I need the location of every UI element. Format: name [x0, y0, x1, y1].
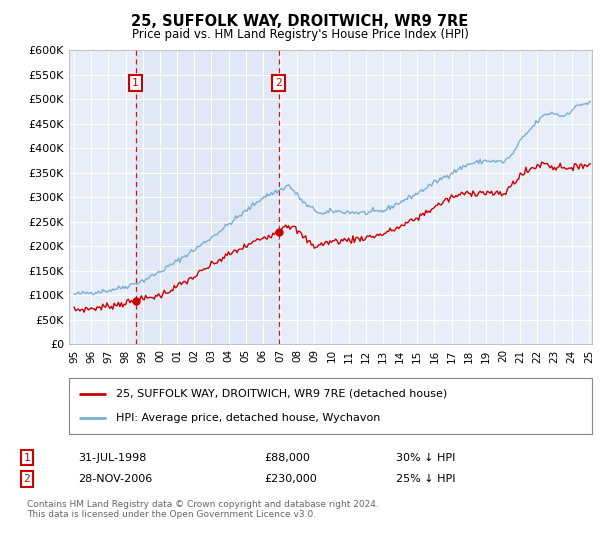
Text: 25% ↓ HPI: 25% ↓ HPI — [396, 474, 455, 484]
Text: £88,000: £88,000 — [264, 452, 310, 463]
Text: 2: 2 — [23, 474, 31, 484]
Text: 31-JUL-1998: 31-JUL-1998 — [78, 452, 146, 463]
Text: 25, SUFFOLK WAY, DROITWICH, WR9 7RE (detached house): 25, SUFFOLK WAY, DROITWICH, WR9 7RE (det… — [116, 389, 448, 399]
Text: Contains HM Land Registry data © Crown copyright and database right 2024.
This d: Contains HM Land Registry data © Crown c… — [27, 500, 379, 519]
Text: 1: 1 — [23, 452, 31, 463]
Text: 28-NOV-2006: 28-NOV-2006 — [78, 474, 152, 484]
Text: Price paid vs. HM Land Registry's House Price Index (HPI): Price paid vs. HM Land Registry's House … — [131, 28, 469, 41]
Text: £230,000: £230,000 — [264, 474, 317, 484]
Text: 25, SUFFOLK WAY, DROITWICH, WR9 7RE: 25, SUFFOLK WAY, DROITWICH, WR9 7RE — [131, 14, 469, 29]
Bar — [136, 50, 278, 344]
Text: 2: 2 — [275, 78, 282, 88]
FancyBboxPatch shape — [69, 378, 592, 434]
Text: 30% ↓ HPI: 30% ↓ HPI — [396, 452, 455, 463]
Text: HPI: Average price, detached house, Wychavon: HPI: Average price, detached house, Wych… — [116, 413, 380, 423]
Text: 1: 1 — [132, 78, 139, 88]
